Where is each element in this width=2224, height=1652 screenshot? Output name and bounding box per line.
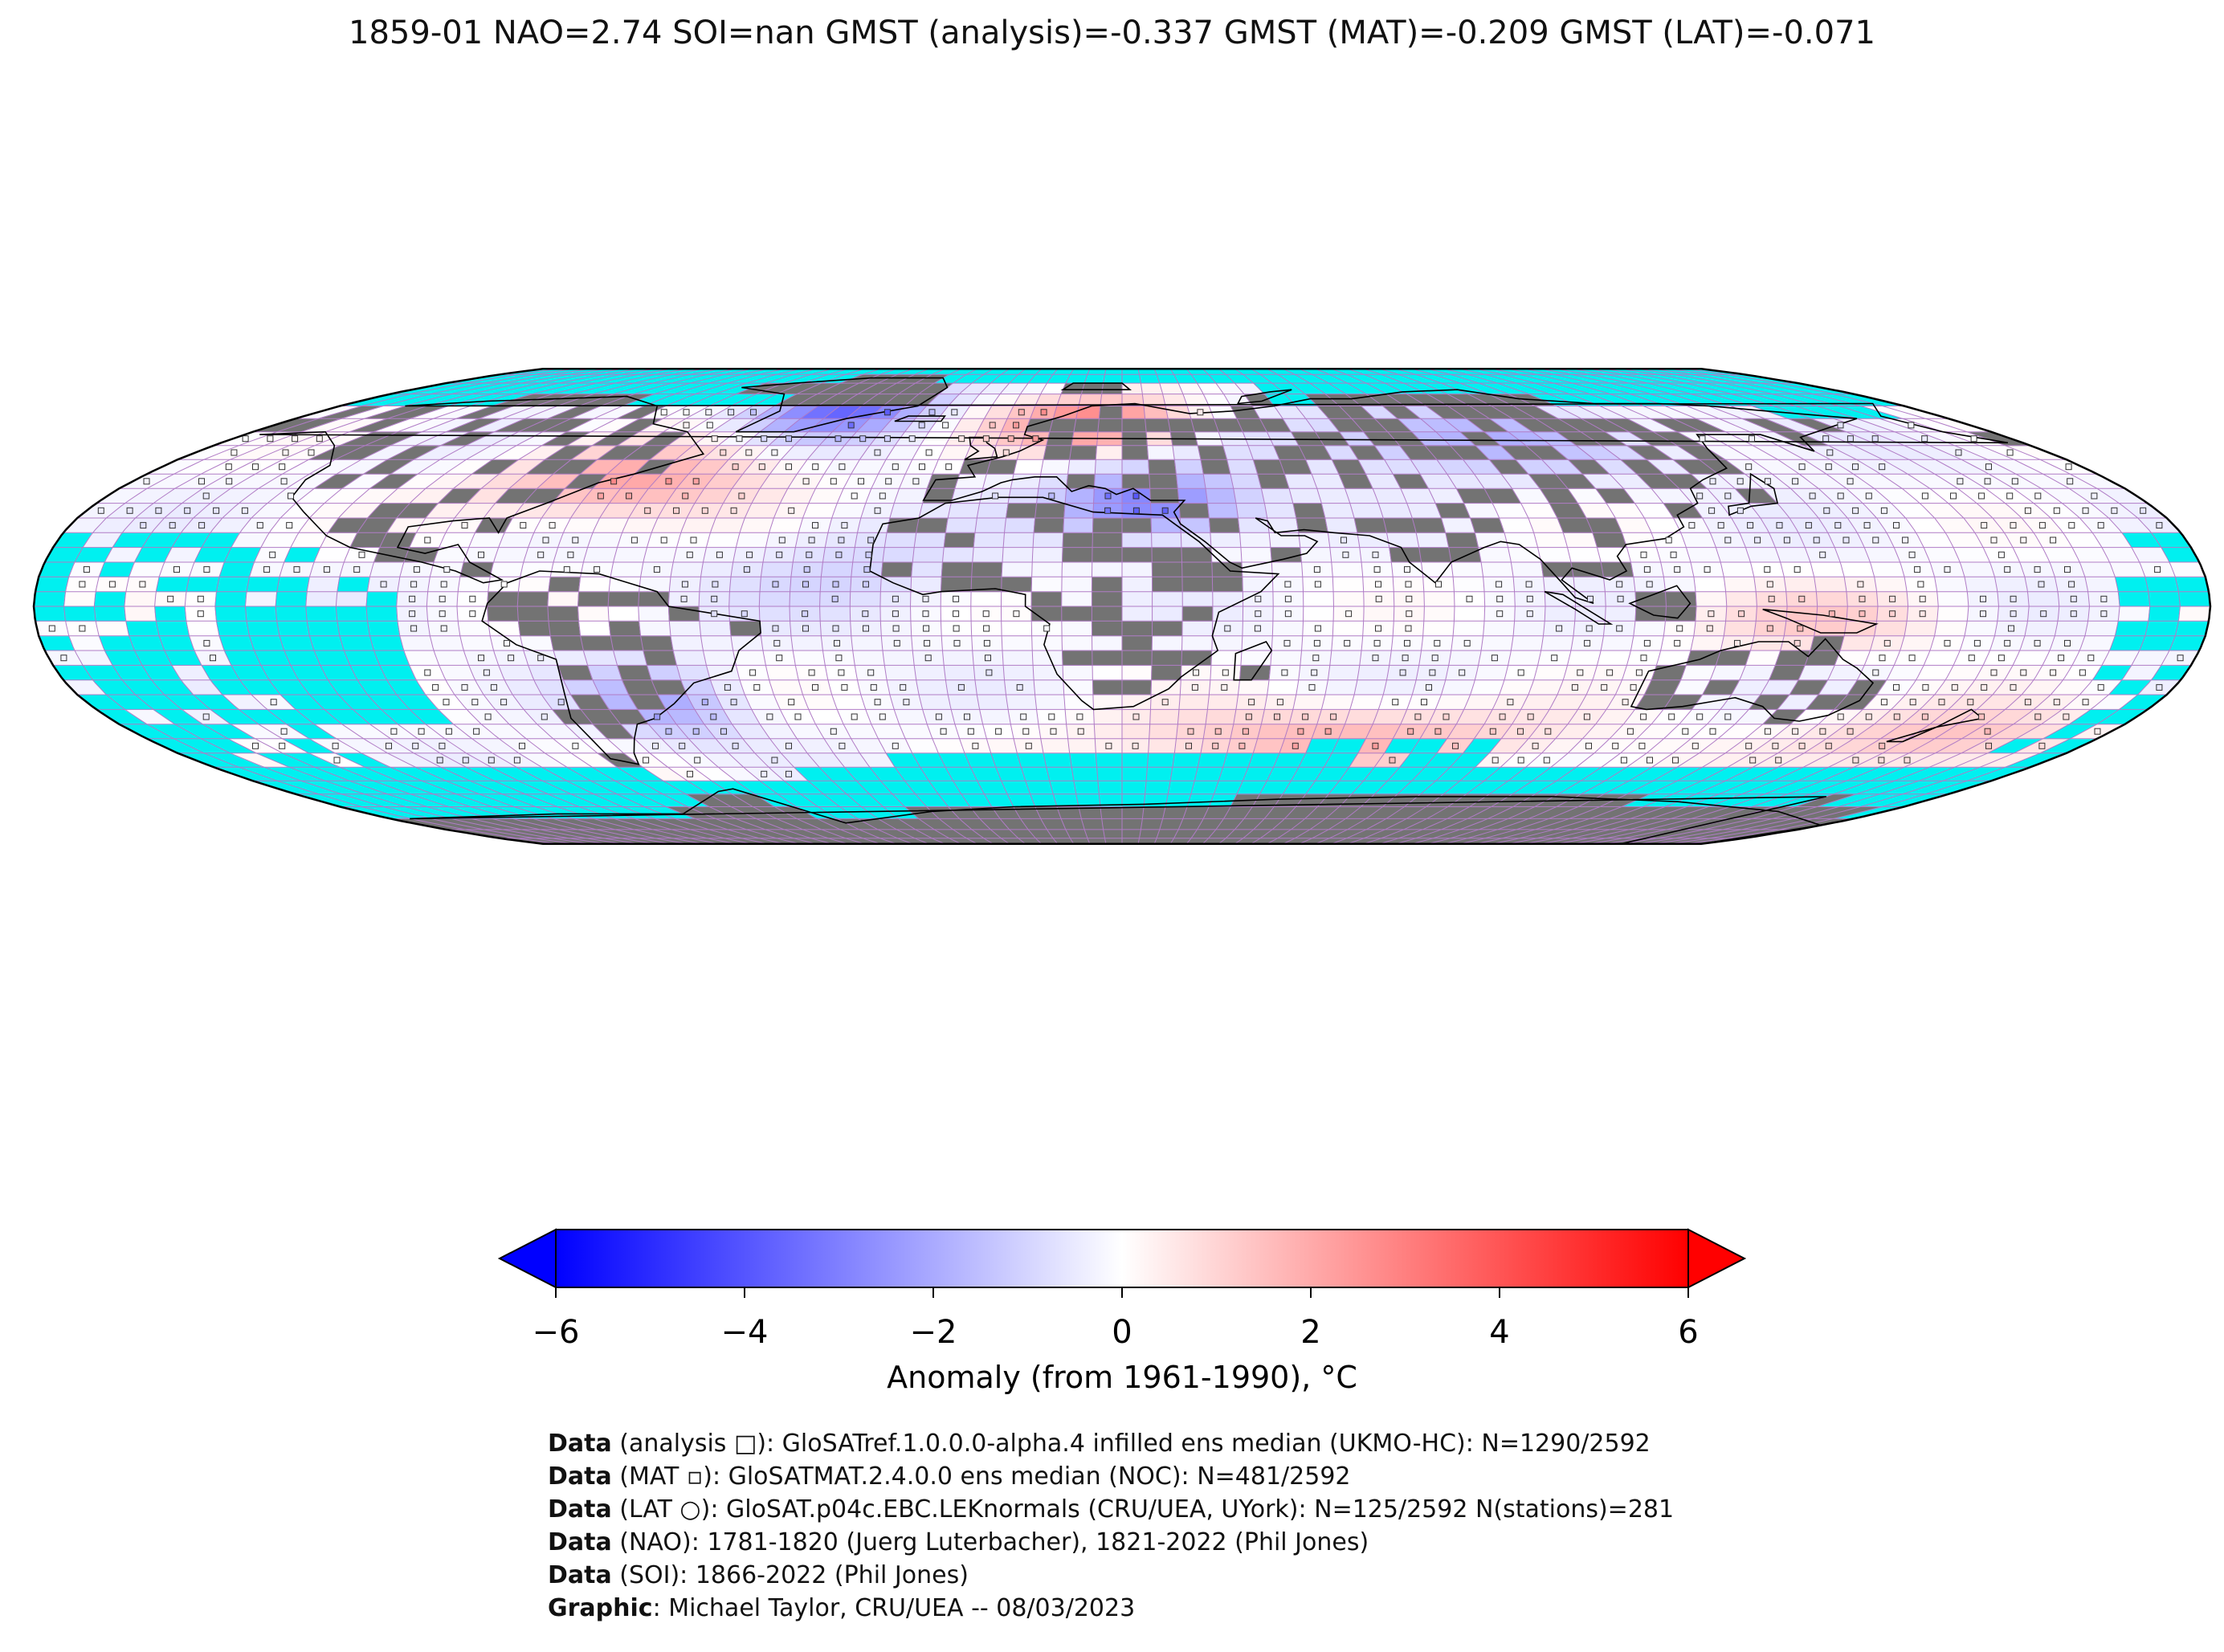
colorbar: −6 −4 −2 0 2 4 6 Anomaly (from 1961-1990), °C — [497, 1228, 1747, 1395]
data-credits: Data (analysis □): GloSATref.1.0.0.0-alp… — [548, 1427, 1674, 1625]
credit-label: Data — [548, 1430, 612, 1458]
colorbar-extend-low — [497, 1228, 557, 1289]
credit-line: Data (LAT ○): GloSAT.p04c.EBC.LEKnormals… — [548, 1493, 1674, 1526]
credit-line: Graphic: Michael Taylor, CRU/UEA -- 08/0… — [548, 1592, 1674, 1625]
credit-text: (LAT ○): GloSAT.p04c.EBC.LEKnormals (CRU… — [611, 1495, 1675, 1524]
credit-line: Data (analysis □): GloSATref.1.0.0.0-alp… — [548, 1427, 1674, 1460]
colorbar-ticks: −6 −4 −2 0 2 4 6 — [533, 1287, 1699, 1351]
credit-line: Data (NAO): 1781-1820 (Juerg Luterbacher… — [548, 1526, 1674, 1559]
figure-title: 1859-01 NAO=2.74 SOI=nan GMST (analysis)… — [349, 14, 1875, 51]
credit-text: (NAO): 1781-1820 (Juerg Luterbacher), 18… — [611, 1528, 1369, 1556]
colorbar-tick-label: −2 — [910, 1314, 957, 1351]
credit-text: (analysis □): GloSATref.1.0.0.0-alpha.4 … — [611, 1430, 1651, 1458]
credit-line: Data (SOI): 1866-2022 (Phil Jones) — [548, 1559, 1674, 1592]
credit-text: (MAT ▫): GloSATMAT.2.4.0.0 ens median (N… — [611, 1462, 1351, 1491]
colorbar-label: Anomaly (from 1961-1990), °C — [887, 1360, 1357, 1395]
credit-text: (SOI): 1866-2022 (Phil Jones) — [611, 1561, 969, 1589]
credit-label: Graphic — [548, 1594, 653, 1622]
colorbar-tick-label: 0 — [1112, 1314, 1132, 1351]
world-map — [32, 367, 2212, 846]
colorbar-tick-label: 6 — [1678, 1314, 1698, 1351]
credit-label: Data — [548, 1462, 612, 1491]
credit-label: Data — [548, 1528, 612, 1556]
credit-label: Data — [548, 1561, 612, 1589]
colorbar-bar — [555, 1229, 1689, 1288]
credit-label: Data — [548, 1495, 612, 1524]
colorbar-extend-high — [1687, 1228, 1747, 1289]
colorbar-tick-label: −6 — [533, 1314, 580, 1351]
colorbar-tick-label: −4 — [721, 1314, 769, 1351]
credit-line: Data (MAT ▫): GloSATMAT.2.4.0.0 ens medi… — [548, 1460, 1674, 1493]
colorbar-tick-label: 2 — [1300, 1314, 1320, 1351]
colorbar-tick-label: 4 — [1489, 1314, 1509, 1351]
credit-text: : Michael Taylor, CRU/UEA -- 08/03/2023 — [652, 1594, 1136, 1622]
